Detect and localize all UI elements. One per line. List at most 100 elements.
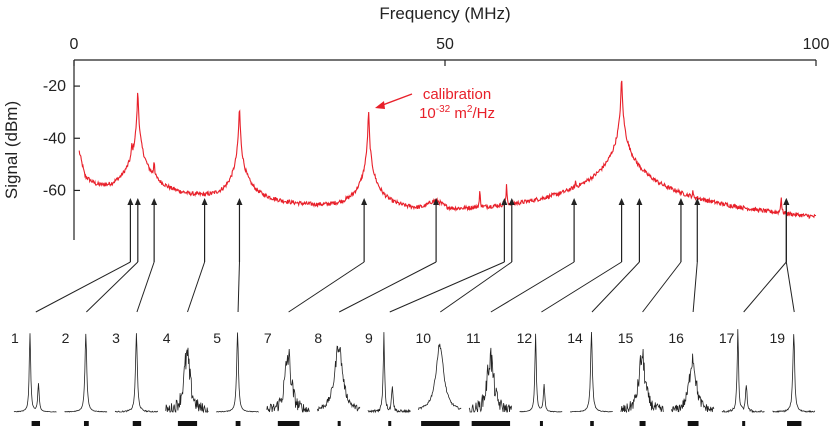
panel-scale-bar	[132, 421, 142, 426]
calibration-units: 10-32 m2/Hz	[419, 104, 495, 122]
zoom-panel: 17	[719, 261, 787, 426]
zoom-panel: 3	[112, 261, 159, 426]
units-mid: m	[450, 105, 467, 122]
zoom-panel: 12	[517, 261, 622, 426]
marker-arrowhead	[636, 198, 643, 205]
panel-connector	[642, 261, 682, 313]
marker-arrows-group	[127, 198, 790, 262]
panel-number: 7	[264, 330, 272, 346]
panel-trace	[569, 331, 613, 413]
panel-number: 9	[365, 330, 373, 346]
x-ticks-group: 0 50 100	[70, 36, 830, 66]
panel-trace	[468, 347, 512, 413]
zoom-panels-group: 1 2 3 4 5 7 8 9 10 11 12 14 15 16 17 19	[11, 261, 816, 426]
marker-arrowhead	[677, 198, 684, 205]
panel-connector	[692, 261, 698, 313]
panel-trace	[13, 333, 57, 413]
panel-scale-bar	[471, 421, 511, 426]
panel-number: 15	[618, 330, 634, 346]
panel-trace	[772, 334, 816, 413]
calibration-arrow-line	[379, 93, 413, 107]
panel-trace	[165, 347, 209, 414]
panel-trace	[519, 333, 563, 413]
panel-connector	[237, 261, 240, 313]
zoom-panel: 19	[769, 261, 816, 426]
panel-connector	[338, 261, 437, 313]
panel-scale-bar	[539, 421, 543, 426]
panel-number: 3	[112, 330, 120, 346]
panel-number: 16	[668, 330, 684, 346]
x-axis-title: Frequency (MHz)	[379, 4, 510, 23]
marker-arrowhead	[201, 198, 208, 205]
panel-connector	[785, 261, 795, 313]
panel-connector	[86, 261, 139, 313]
marker-arrowhead	[501, 198, 508, 205]
panel-scale-bar	[83, 421, 89, 426]
calibration-label: calibration	[423, 86, 491, 103]
panel-scale-bar	[235, 421, 241, 426]
zoom-panel: 16	[668, 261, 715, 426]
zoom-panel: 11	[466, 261, 575, 426]
panel-trace	[620, 348, 664, 414]
calibration-annotation: calibration 10-32 m2/Hz	[375, 86, 495, 122]
zoom-panel: 14	[567, 261, 640, 426]
panel-trace	[266, 348, 310, 413]
panel-connector	[541, 261, 622, 313]
zoom-panel: 15	[618, 261, 682, 426]
panel-scale-bar	[31, 421, 41, 426]
panel-number: 12	[517, 330, 533, 346]
marker-arrowhead	[508, 198, 515, 205]
panel-number: 19	[769, 330, 785, 346]
panel-trace	[367, 332, 411, 414]
panel-scale-bar	[388, 421, 392, 426]
panel-scale-bar	[421, 421, 460, 426]
panel-scale-bar	[590, 421, 594, 426]
panel-connector	[591, 261, 640, 313]
y-axis-title: Signal (dBm)	[2, 101, 21, 199]
panel-trace	[670, 353, 715, 413]
panel-scale-bar	[742, 421, 746, 426]
panel-connector	[440, 261, 513, 313]
panel-connector	[490, 261, 575, 313]
y-ticks-group: -20 -40 -60	[43, 78, 80, 199]
panel-trace	[418, 343, 462, 410]
marker-arrowhead	[134, 198, 141, 205]
zoom-panel: 5	[213, 261, 259, 426]
marker-arrowhead	[151, 198, 158, 205]
panel-trace	[317, 345, 361, 412]
panel-connector	[743, 261, 787, 313]
panel-connector	[389, 261, 505, 313]
units-exp: -32	[436, 104, 451, 115]
panel-scale-bar	[277, 421, 300, 426]
panel-scale-bar	[639, 421, 646, 426]
zoom-panel: 7	[264, 261, 365, 426]
panel-number: 17	[719, 330, 735, 346]
panel-trace	[64, 333, 108, 413]
panel-scale-bar	[787, 421, 802, 426]
zoom-panel: 4	[163, 261, 209, 426]
panel-number: 14	[567, 330, 583, 346]
panel-trace	[216, 332, 259, 413]
marker-arrowhead	[783, 198, 790, 205]
x-tick-label: 100	[803, 36, 830, 53]
units-end: /Hz	[472, 105, 495, 122]
zoom-panel: 10	[416, 261, 513, 426]
zoom-panel: 9	[365, 261, 505, 426]
panel-scale-bar	[687, 421, 699, 426]
marker-arrowhead	[236, 198, 243, 205]
units-base: 10	[419, 105, 436, 122]
panel-trace	[721, 329, 765, 414]
panel-trace	[114, 333, 159, 413]
marker-arrowhead	[433, 198, 440, 205]
panel-number: 4	[163, 330, 171, 346]
calibration-arrowhead	[375, 101, 385, 109]
panel-connector	[136, 261, 155, 313]
panel-connector	[187, 261, 206, 313]
y-tick-label: -60	[43, 182, 66, 199]
panel-connector	[288, 261, 365, 313]
panel-connector	[35, 261, 131, 313]
marker-arrowhead	[571, 198, 578, 205]
zoom-panel: 2	[62, 261, 139, 426]
marker-arrowhead	[361, 198, 368, 205]
